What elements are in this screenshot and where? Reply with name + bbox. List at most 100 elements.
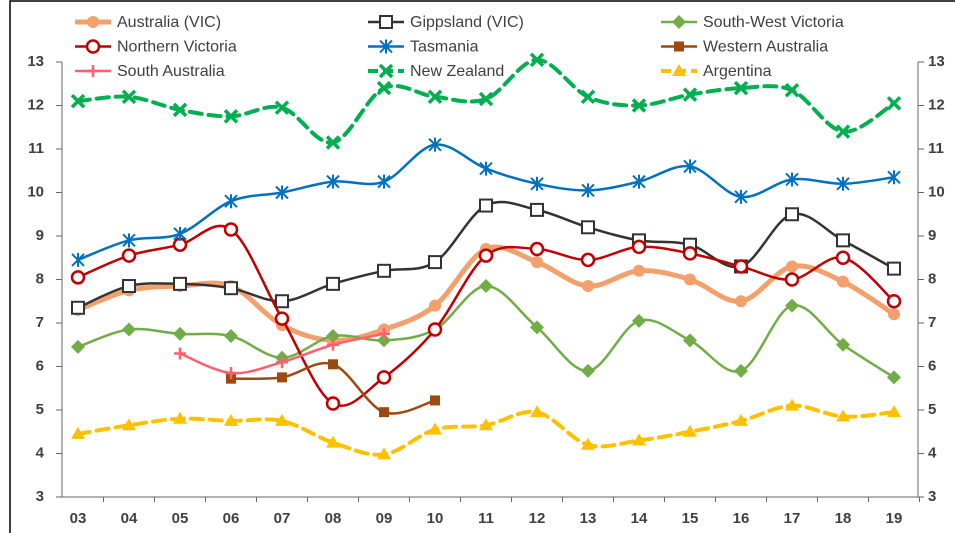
legend-label: Australia (VIC) xyxy=(117,14,221,31)
marker xyxy=(887,370,901,385)
marker xyxy=(683,333,697,348)
marker xyxy=(530,202,544,217)
marker xyxy=(479,161,493,176)
marker xyxy=(683,424,697,437)
marker xyxy=(886,294,902,309)
marker xyxy=(887,170,901,185)
marker xyxy=(672,64,686,76)
marker xyxy=(122,279,136,294)
marker xyxy=(836,233,850,248)
y-tick-label: 6 xyxy=(36,357,44,374)
marker xyxy=(530,320,544,335)
marker xyxy=(888,308,900,321)
x-tick-label: 18 xyxy=(835,510,852,527)
marker xyxy=(85,39,101,54)
marker xyxy=(377,174,391,189)
marker xyxy=(887,261,901,276)
marker xyxy=(734,413,748,426)
marker xyxy=(786,260,798,273)
x-tick-label: 05 xyxy=(172,510,189,527)
marker xyxy=(682,87,698,102)
y2-tick-label: 10 xyxy=(928,183,945,200)
marker xyxy=(836,337,850,352)
marker xyxy=(581,437,595,450)
marker xyxy=(836,409,850,422)
marker xyxy=(87,16,99,28)
marker xyxy=(71,300,85,315)
legend-label: Western Australia xyxy=(703,39,828,56)
marker xyxy=(275,294,289,309)
marker xyxy=(378,327,390,340)
y2-tick-label: 5 xyxy=(928,401,936,418)
legend: Australia (VIC) Gippsland (VIC) South-West… xyxy=(75,14,844,80)
marker xyxy=(529,52,545,68)
y2-tick-label: 11 xyxy=(928,140,944,157)
marker xyxy=(478,248,494,263)
marker xyxy=(173,276,187,291)
marker xyxy=(835,124,851,139)
marker xyxy=(70,270,86,285)
marker xyxy=(478,91,494,107)
marker xyxy=(887,405,901,418)
marker xyxy=(377,447,391,460)
chart-frame xyxy=(9,0,955,533)
marker xyxy=(633,264,645,277)
marker xyxy=(379,39,393,54)
marker xyxy=(733,80,749,96)
x-tick-label: 10 xyxy=(427,510,444,527)
y2-tick-label: 7 xyxy=(928,314,936,331)
marker xyxy=(122,322,136,337)
marker xyxy=(733,259,749,274)
legend-label: South Australia xyxy=(117,63,225,80)
marker xyxy=(328,359,338,370)
marker xyxy=(71,252,85,267)
marker xyxy=(326,329,340,344)
y-tick-label: 9 xyxy=(36,227,44,244)
y2-tick-label: 13 xyxy=(928,53,945,70)
marker xyxy=(785,398,799,411)
x-tick-label: 17 xyxy=(784,510,801,527)
marker xyxy=(326,174,340,189)
y-tick-label: 8 xyxy=(36,270,44,287)
marker xyxy=(224,329,238,344)
marker xyxy=(376,80,392,96)
marker xyxy=(784,83,800,98)
marker xyxy=(70,93,86,109)
marker xyxy=(174,347,186,360)
y2-tick-label: 12 xyxy=(928,96,945,113)
marker xyxy=(275,185,289,200)
marker xyxy=(378,63,394,79)
legend-label: Northern Victoria xyxy=(117,39,237,56)
x-tick-label: 15 xyxy=(682,510,699,527)
marker xyxy=(87,65,99,77)
marker xyxy=(479,279,493,294)
marker xyxy=(479,418,493,431)
marker xyxy=(886,96,902,111)
y-tick-label: 10 xyxy=(27,183,44,200)
marker xyxy=(223,222,239,237)
marker xyxy=(121,89,137,105)
marker xyxy=(325,396,341,411)
y2-tick-label: 8 xyxy=(928,270,936,287)
marker xyxy=(531,256,543,269)
legend-label: South-West Victoria xyxy=(703,14,844,31)
marker xyxy=(379,407,389,418)
marker xyxy=(427,89,443,105)
marker xyxy=(735,295,747,308)
x-tick-label: 19 xyxy=(886,510,903,527)
marker xyxy=(580,252,596,268)
marker xyxy=(326,435,340,448)
marker xyxy=(223,109,239,124)
marker xyxy=(632,433,646,446)
marker xyxy=(71,426,85,439)
marker xyxy=(582,280,594,293)
marker xyxy=(379,15,393,29)
y-tick-label: 3 xyxy=(36,488,44,505)
marker xyxy=(122,233,136,248)
x-tick-label: 04 xyxy=(121,510,138,527)
x-tick-label: 14 xyxy=(631,510,648,527)
marker xyxy=(376,370,392,385)
legend-label: Argentina xyxy=(703,63,772,80)
marker xyxy=(173,411,187,424)
y2-tick-label: 9 xyxy=(928,227,936,244)
